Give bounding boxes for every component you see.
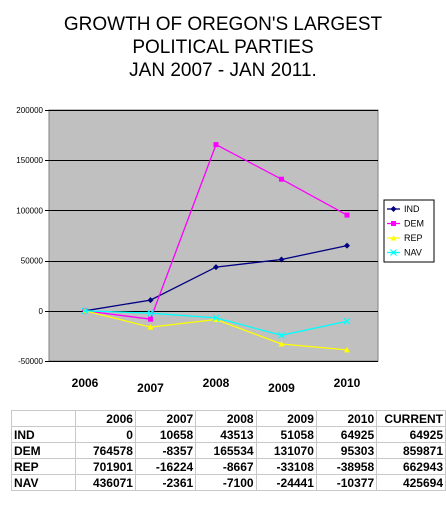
x-category-label: 2007 [137, 381, 164, 395]
table-cell: 64925 [376, 426, 446, 443]
table-cell: 10658 [134, 426, 197, 443]
x-category-label: 2006 [72, 376, 99, 390]
data-point [390, 249, 397, 256]
table-row-label: REP [11, 458, 76, 475]
series-lines [81, 142, 351, 353]
data-point [390, 206, 397, 212]
data-point [344, 242, 350, 249]
y-tick-label: 0 [39, 307, 44, 316]
plot-area [45, 109, 379, 362]
table-cell: 95303 [315, 442, 378, 459]
data-point [213, 264, 219, 271]
table-cell: -24441 [255, 474, 317, 491]
table-cell: 425694 [376, 474, 446, 491]
table-header-cell [11, 410, 76, 427]
table-cell: -8357 [134, 442, 197, 459]
x-category-label: 2009 [268, 381, 295, 395]
data-point [278, 331, 285, 339]
table-cell: 43513 [195, 426, 257, 443]
data-point [147, 297, 154, 304]
data-point [147, 309, 154, 317]
data-point [213, 142, 219, 148]
table-cell: 701901 [74, 458, 136, 475]
data-point [343, 317, 351, 325]
table-row: NAV 436071 -2361 -7100 -24441 -10377 425694 [11, 474, 446, 491]
data-point [344, 346, 350, 353]
x-category-label: 2008 [203, 376, 230, 390]
table-cell: -16224 [134, 458, 197, 475]
table-cell: 764578 [74, 442, 136, 459]
data-point [278, 256, 285, 263]
legend-item: IND [387, 204, 420, 214]
data-point [279, 176, 284, 182]
table-cell: -2361 [134, 474, 197, 491]
table-row: REP 701901 -16224 -8667 -33108 -38958 662943 [11, 458, 446, 475]
legend-label: IND [404, 204, 420, 214]
data-point [212, 314, 220, 322]
chart-title-line-2: POLITICAL PARTIES [132, 37, 314, 58]
table-cell: 131070 [255, 442, 317, 459]
table-cell: -38958 [315, 458, 378, 475]
data-point [81, 307, 89, 315]
table-cell: -7100 [195, 474, 257, 491]
y-tick-label: 200000 [16, 106, 43, 115]
table-header-cell: 2008 [195, 410, 257, 427]
table-cell: 662943 [376, 458, 446, 475]
data-point [148, 316, 153, 322]
y-tick-label: 50000 [21, 257, 44, 266]
data-point [390, 235, 397, 241]
legend-item: REP [387, 233, 423, 243]
table-header-row: 2006 2007 2008 2009 2010 CURRENT [11, 410, 446, 427]
data-point [147, 324, 154, 330]
table-cell: 436071 [74, 474, 136, 491]
table-row-label: IND [11, 426, 76, 443]
table-cell: 0 [74, 426, 136, 443]
chart-legend: IND DEM REP NAV [383, 199, 435, 263]
table-row: IND 0 10658 43513 51058 64925 64925 [11, 426, 446, 443]
legend-label: REP [404, 233, 423, 243]
legend-label: NAV [404, 248, 422, 258]
legend-item: NAV [387, 248, 422, 258]
x-category-label: 2010 [334, 376, 361, 390]
table-cell: -10377 [315, 474, 378, 491]
table-header-cell: CURRENT [376, 410, 446, 427]
legend-label: DEM [404, 219, 424, 229]
table-header-cell: 2007 [134, 410, 197, 427]
data-point [344, 212, 350, 218]
data-table: 2006 2007 2008 2009 2010 CURRENT IND 0 10658 4351… [11, 410, 446, 491]
table-row-label: DEM [11, 442, 76, 459]
table-cell: 51058 [255, 426, 317, 443]
y-axis-ticks: -50000 0 50000 100000 150000 200000 [16, 106, 43, 366]
table-cell: 64925 [315, 426, 378, 443]
chart-title-line-3: JAN 2007 - JAN 2011. [129, 60, 317, 81]
y-tick-label: 100000 [16, 206, 43, 215]
table-cell: -8667 [195, 458, 257, 475]
table-row: DEM 764578 -8357 165534 131070 95303 859871 [11, 442, 446, 459]
chart-title-line-1: GROWTH OF OREGON'S LARGEST [63, 14, 383, 35]
table-cell: 165534 [195, 442, 257, 459]
table-row-label: NAV [11, 474, 76, 491]
y-tick-label: -50000 [18, 357, 43, 366]
x-axis-categories: 2006 2007 2008 2009 2010 [72, 376, 361, 395]
data-point [213, 316, 219, 323]
data-point [391, 221, 396, 226]
table-cell: 859871 [376, 442, 446, 459]
table-header-cell: 2010 [315, 410, 378, 427]
plot-background [48, 109, 379, 362]
legend-item: DEM [387, 219, 424, 229]
table-header-cell: 2009 [255, 410, 317, 427]
series-nav [81, 307, 351, 339]
table-cell: -33108 [255, 458, 317, 475]
y-tick-label: 150000 [16, 156, 43, 165]
data-point [278, 341, 285, 347]
table-header-cell: 2006 [74, 410, 136, 427]
